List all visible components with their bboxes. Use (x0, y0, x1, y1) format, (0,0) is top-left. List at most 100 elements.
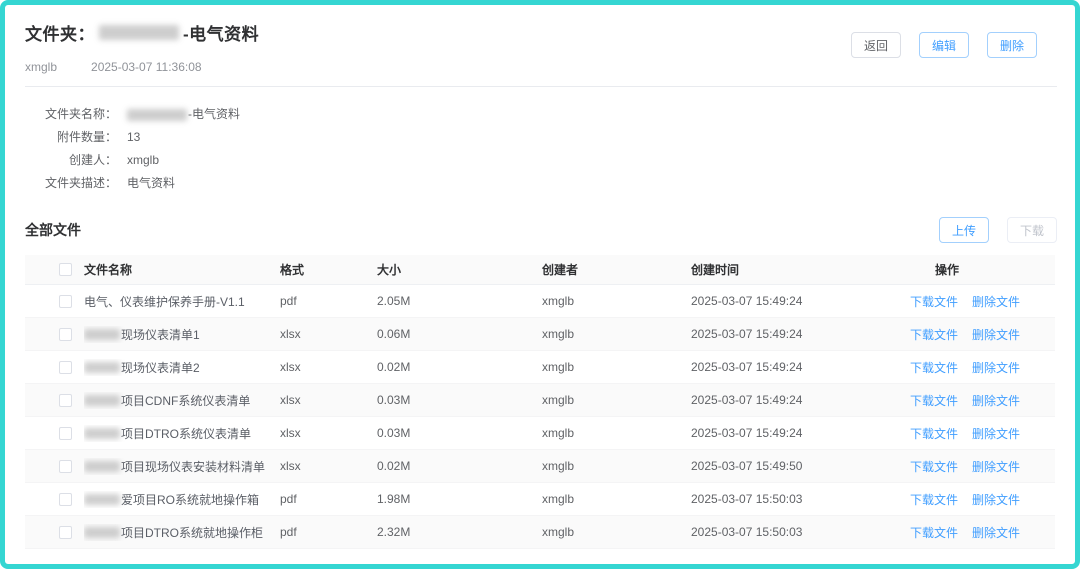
column-header-creator: 创建者 (542, 263, 579, 277)
row-checkbox[interactable] (59, 492, 72, 506)
info-value: -电气资料 (127, 103, 240, 126)
delete-file-link[interactable]: 删除文件 (972, 360, 1021, 375)
row-actions: 下载文件 删除文件 (910, 392, 1055, 409)
folder-created-time: 2025-03-07 11:36:08 (91, 60, 202, 74)
row-actions: 下载文件 删除文件 (910, 491, 1055, 508)
table-row: 现场仪表清单1 xlsx 0.06M xmglb 2025-03-07 15:4… (25, 318, 1055, 351)
file-format: pdf (280, 492, 297, 506)
edit-button[interactable]: 编辑 (918, 32, 969, 58)
file-creator: xmglb (542, 360, 575, 374)
page-header: 文件夹： -电气资料 返回 编辑 删除 xmglb 2025-03-07 11:… (25, 5, 1057, 87)
info-row-folder-name: 文件夹名称： -电气资料 (25, 103, 1055, 126)
info-row-creator: 创建人： xmglb (25, 149, 1055, 172)
file-size: 0.02M (377, 360, 411, 374)
info-label: 创建人： (68, 153, 117, 167)
file-table-body: 电气、仪表维护保养手册-V1.1 pdf 2.05M xmglb 2025-03… (25, 285, 1055, 549)
redacted-text (84, 328, 120, 340)
delete-file-link[interactable]: 删除文件 (972, 459, 1021, 474)
file-size: 2.05M (377, 294, 411, 308)
row-checkbox[interactable] (59, 360, 72, 374)
column-header-action: 操作 (935, 263, 960, 277)
file-creator: xmglb (542, 459, 575, 473)
file-format: xlsx (280, 426, 301, 440)
row-checkbox[interactable] (59, 525, 72, 539)
file-format: pdf (280, 525, 297, 539)
download-file-link[interactable]: 下载文件 (910, 360, 959, 375)
file-created-at: 2025-03-07 15:49:24 (691, 393, 803, 407)
file-created-at: 2025-03-07 15:49:50 (691, 459, 803, 473)
column-header-created-at: 创建时间 (691, 263, 740, 277)
page-title-suffix: -电气资料 (183, 25, 260, 44)
description-value: 电气资料 (127, 176, 176, 190)
file-name-text: 项目DTRO系统仪表清单 (121, 426, 251, 441)
row-actions: 下载文件 删除文件 (910, 458, 1055, 475)
file-created-at: 2025-03-07 15:49:24 (691, 360, 803, 374)
file-format: xlsx (280, 327, 301, 341)
select-all-checkbox[interactable] (59, 263, 72, 276)
file-table: 文件名称 格式 大小 创建者 创建时间 操作 电气、仪表维护保养手册-V1.1 … (25, 255, 1055, 549)
file-creator: xmglb (542, 426, 575, 440)
file-name-text: 现场仪表清单1 (121, 327, 200, 342)
row-actions: 下载文件 删除文件 (910, 524, 1055, 541)
download-file-link[interactable]: 下载文件 (910, 492, 959, 507)
row-checkbox[interactable] (59, 327, 72, 341)
download-file-link[interactable]: 下载文件 (910, 294, 959, 309)
file-format: pdf (280, 294, 297, 308)
row-checkbox[interactable] (59, 459, 72, 473)
info-label: 附件数量： (56, 130, 117, 144)
row-checkbox[interactable] (59, 294, 72, 308)
file-name-text: 项目现场仪表安装材料清单 (121, 459, 266, 474)
file-name-cell: 现场仪表清单2 (84, 359, 280, 376)
download-file-link[interactable]: 下载文件 (910, 426, 959, 441)
redacted-text (84, 526, 120, 538)
column-header-format: 格式 (280, 263, 305, 277)
file-format: xlsx (280, 393, 301, 407)
table-row: 项目CDNF系统仪表清单 xlsx 0.03M xmglb 2025-03-07… (25, 384, 1055, 417)
back-button[interactable]: 返回 (850, 32, 901, 58)
download-file-link[interactable]: 下载文件 (910, 327, 959, 342)
file-name-text: 现场仪表清单2 (121, 360, 200, 375)
info-row-attachment-count: 附件数量： 13 (25, 126, 1055, 149)
table-row: 现场仪表清单2 xlsx 0.02M xmglb 2025-03-07 15:4… (25, 351, 1055, 384)
row-checkbox[interactable] (59, 393, 72, 407)
download-file-link[interactable]: 下载文件 (910, 525, 959, 540)
delete-button[interactable]: 删除 (986, 32, 1037, 58)
table-row: 电气、仪表维护保养手册-V1.1 pdf 2.05M xmglb 2025-03… (25, 285, 1055, 318)
file-format: xlsx (280, 459, 301, 473)
file-name-text: 项目CDNF系统仪表清单 (121, 393, 251, 408)
delete-file-link[interactable]: 删除文件 (972, 327, 1021, 342)
file-size: 1.98M (377, 492, 411, 506)
file-size: 0.06M (377, 327, 411, 341)
info-label: 文件夹描述： (44, 176, 117, 190)
column-header-name: 文件名称 (84, 263, 133, 277)
download-file-link[interactable]: 下载文件 (910, 393, 959, 408)
file-name-cell: 项目DTRO系统仪表清单 (84, 425, 280, 442)
file-name-cell: 项目DTRO系统就地操作柜 (84, 524, 280, 541)
file-name-text: 爱项目RO系统就地操作箱 (121, 492, 260, 507)
delete-file-link[interactable]: 删除文件 (972, 294, 1021, 309)
delete-file-link[interactable]: 删除文件 (972, 393, 1021, 408)
file-name-text: 电气、仪表维护保养手册-V1.1 (84, 294, 245, 309)
download-file-link[interactable]: 下载文件 (910, 459, 959, 474)
row-actions: 下载文件 删除文件 (910, 326, 1055, 343)
file-created-at: 2025-03-07 15:49:24 (691, 327, 803, 341)
row-checkbox[interactable] (59, 426, 72, 440)
file-name-cell: 电气、仪表维护保养手册-V1.1 (84, 293, 280, 310)
file-size: 2.32M (377, 525, 411, 539)
info-label: 文件夹名称： (44, 107, 117, 121)
redacted-text (127, 108, 187, 121)
file-name-cell: 现场仪表清单1 (84, 326, 280, 343)
file-created-at: 2025-03-07 15:50:03 (691, 492, 803, 506)
file-size: 0.02M (377, 459, 411, 473)
file-name-cell: 爱项目RO系统就地操作箱 (84, 491, 280, 508)
page-title-prefix: 文件夹： (25, 25, 95, 44)
download-button[interactable]: 下载 (1006, 217, 1057, 243)
row-actions: 下载文件 删除文件 (910, 293, 1055, 310)
table-row: 项目现场仪表安装材料清单 xlsx 0.02M xmglb 2025-03-07… (25, 450, 1055, 483)
upload-button[interactable]: 上传 (938, 217, 989, 243)
table-row: 项目DTRO系统仪表清单 xlsx 0.03M xmglb 2025-03-07… (25, 417, 1055, 450)
delete-file-link[interactable]: 删除文件 (972, 525, 1021, 540)
folder-creator: xmglb (25, 60, 58, 74)
delete-file-link[interactable]: 删除文件 (972, 426, 1021, 441)
delete-file-link[interactable]: 删除文件 (972, 492, 1021, 507)
